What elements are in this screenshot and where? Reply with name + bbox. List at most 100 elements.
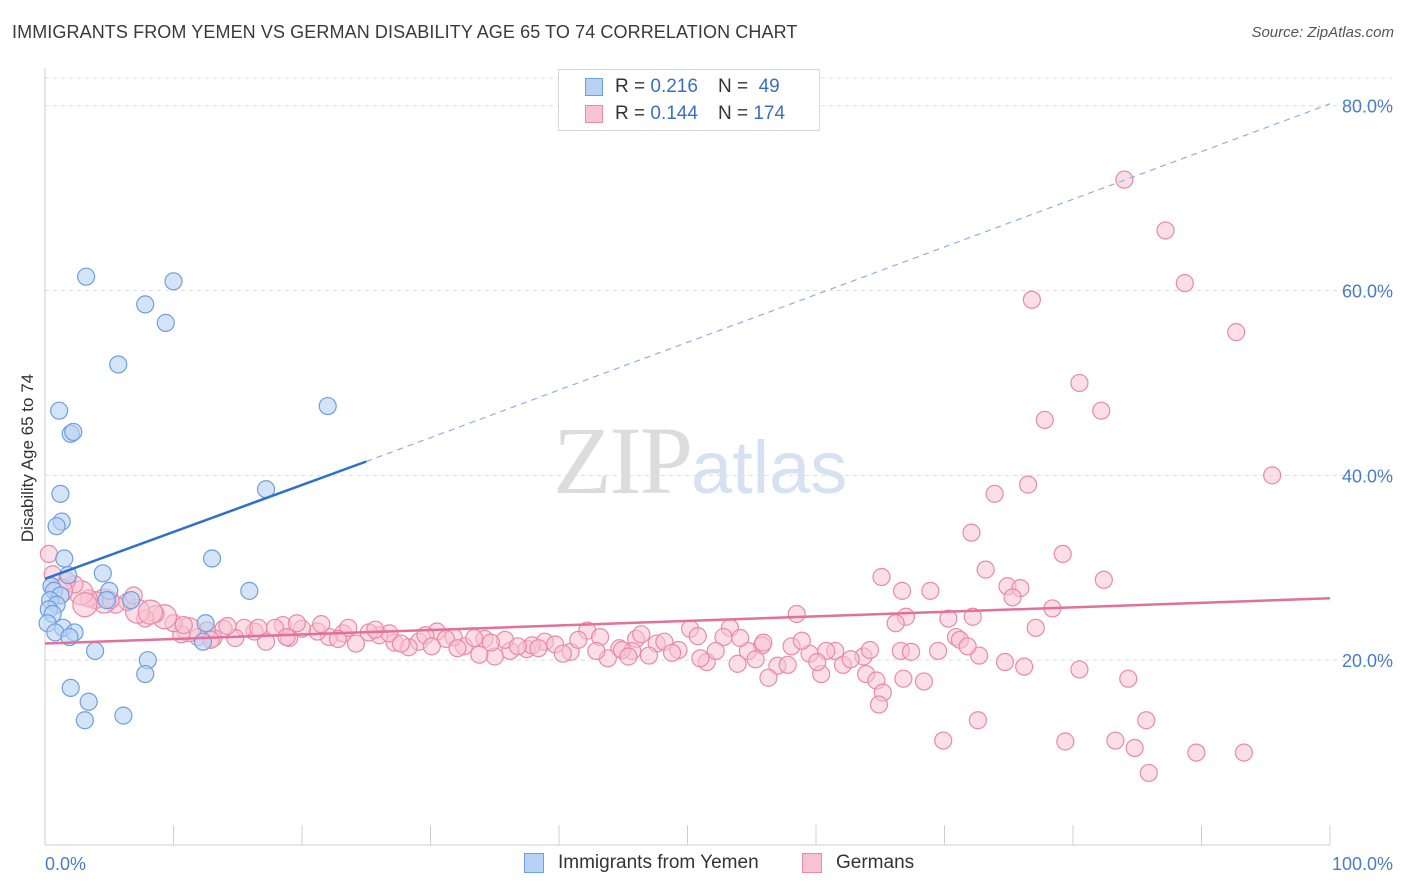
legend-swatch-germans xyxy=(585,105,603,123)
germans-point xyxy=(928,641,948,661)
germans-point xyxy=(778,655,797,674)
germans-point xyxy=(1022,290,1041,309)
germans-point xyxy=(508,637,527,656)
tick-labels: 20.0% 40.0% 60.0% 80.0% 0.0% 100.0% xyxy=(45,97,1393,874)
germans-point xyxy=(886,614,905,633)
yemen-point xyxy=(114,706,133,725)
germans-point xyxy=(869,695,889,714)
germans-point xyxy=(1053,544,1072,564)
x-tick-label-min: 0.0% xyxy=(45,854,86,874)
yemen-point xyxy=(196,614,215,633)
germans-point xyxy=(1094,570,1113,589)
germans-point xyxy=(174,615,193,635)
germans-point xyxy=(746,650,765,669)
y-tick-label: 80.0% xyxy=(1342,97,1393,117)
yemen-point xyxy=(93,564,112,583)
germans-point xyxy=(728,654,747,673)
grid-lines xyxy=(45,77,1392,661)
germans-point xyxy=(894,669,913,688)
yemen-point xyxy=(97,591,116,610)
germans-point xyxy=(218,616,237,636)
germans-point xyxy=(1175,274,1194,293)
germans-point xyxy=(968,711,988,730)
germans-point xyxy=(312,615,331,634)
germans-point xyxy=(1263,466,1282,485)
watermark-zip: ZIP xyxy=(553,407,693,514)
yemen-point xyxy=(318,396,337,416)
germans-point xyxy=(639,646,659,665)
germans-point xyxy=(939,609,958,628)
germans-points xyxy=(39,170,1282,783)
germans-point xyxy=(787,604,806,624)
yemen-point xyxy=(77,267,96,286)
germans-point xyxy=(529,639,548,658)
source-label: Source: ZipAtlas.com xyxy=(1251,24,1394,41)
legend-n-value: 174 xyxy=(753,103,786,124)
germans-point xyxy=(962,523,981,542)
germans-point xyxy=(860,640,880,660)
germans-point xyxy=(481,633,500,652)
germans-point xyxy=(422,637,441,656)
germans-point xyxy=(249,618,268,637)
yemen-point xyxy=(86,641,105,661)
legend-swatch-germans xyxy=(802,853,822,873)
legend-swatch-yemen xyxy=(585,78,603,96)
germans-point xyxy=(1119,669,1138,688)
germans-point xyxy=(619,647,638,666)
germans-point xyxy=(901,642,921,661)
watermark-atlas: atlas xyxy=(691,426,848,509)
yemen-point xyxy=(156,313,175,332)
germans-point xyxy=(1139,763,1158,783)
legend-r-value: 0.216 xyxy=(650,76,698,97)
x-tick-label-max: 100.0% xyxy=(1332,854,1393,874)
germans-point xyxy=(1003,588,1022,607)
germans-point xyxy=(958,637,977,656)
legend-item-yemen[interactable]: Immigrants from Yemen xyxy=(524,852,759,874)
germans-point xyxy=(1137,711,1156,730)
germans-point xyxy=(448,639,467,658)
yemen-point xyxy=(164,272,183,291)
germans-point xyxy=(72,592,98,618)
axes xyxy=(44,68,1331,846)
germans-point xyxy=(587,641,606,661)
yemen-point xyxy=(51,484,70,503)
legend-n-label: N = xyxy=(717,76,749,97)
yemen-point xyxy=(109,355,128,374)
germans-point xyxy=(39,544,58,564)
chart-title: IMMIGRANTS FROM YEMEN VS GERMAN DISABILI… xyxy=(12,22,798,42)
y-tick-label: 40.0% xyxy=(1342,466,1393,486)
legend-label-yemen: Immigrants from Yemen xyxy=(558,852,759,873)
germans-point xyxy=(1015,657,1034,676)
legend-n-label: N = xyxy=(717,103,749,124)
germans-point xyxy=(841,650,860,669)
germans-point xyxy=(792,631,811,650)
germans-point xyxy=(754,633,773,652)
yemen-point xyxy=(136,664,155,684)
yemen-point xyxy=(121,591,141,610)
germans-point xyxy=(346,634,366,653)
germans-point xyxy=(366,620,385,639)
y-tick-label: 20.0% xyxy=(1342,651,1393,671)
legend-item-germans[interactable]: Germans xyxy=(802,852,914,874)
germans-point xyxy=(688,627,707,646)
trend-lines xyxy=(44,103,1331,645)
yemen-point xyxy=(202,549,222,568)
germans-point xyxy=(731,628,750,648)
germans-point xyxy=(759,668,778,687)
watermark: ZIPatlas xyxy=(553,405,847,516)
germans-point xyxy=(1234,743,1254,762)
germans-trend-line xyxy=(44,597,1331,645)
germans-point xyxy=(914,672,934,691)
legend-row-germans: R = 0.144 N = 174 xyxy=(585,101,785,127)
germans-point xyxy=(1056,732,1075,751)
germans-point xyxy=(985,484,1004,503)
yemen-point xyxy=(61,678,80,698)
germans-point xyxy=(706,641,725,661)
germans-point xyxy=(934,731,953,750)
yemen-point xyxy=(193,632,213,651)
yemen-point xyxy=(64,422,83,442)
germans-point xyxy=(569,630,588,649)
legend-label-germans: Germans xyxy=(836,852,915,873)
germans-point xyxy=(662,643,682,662)
